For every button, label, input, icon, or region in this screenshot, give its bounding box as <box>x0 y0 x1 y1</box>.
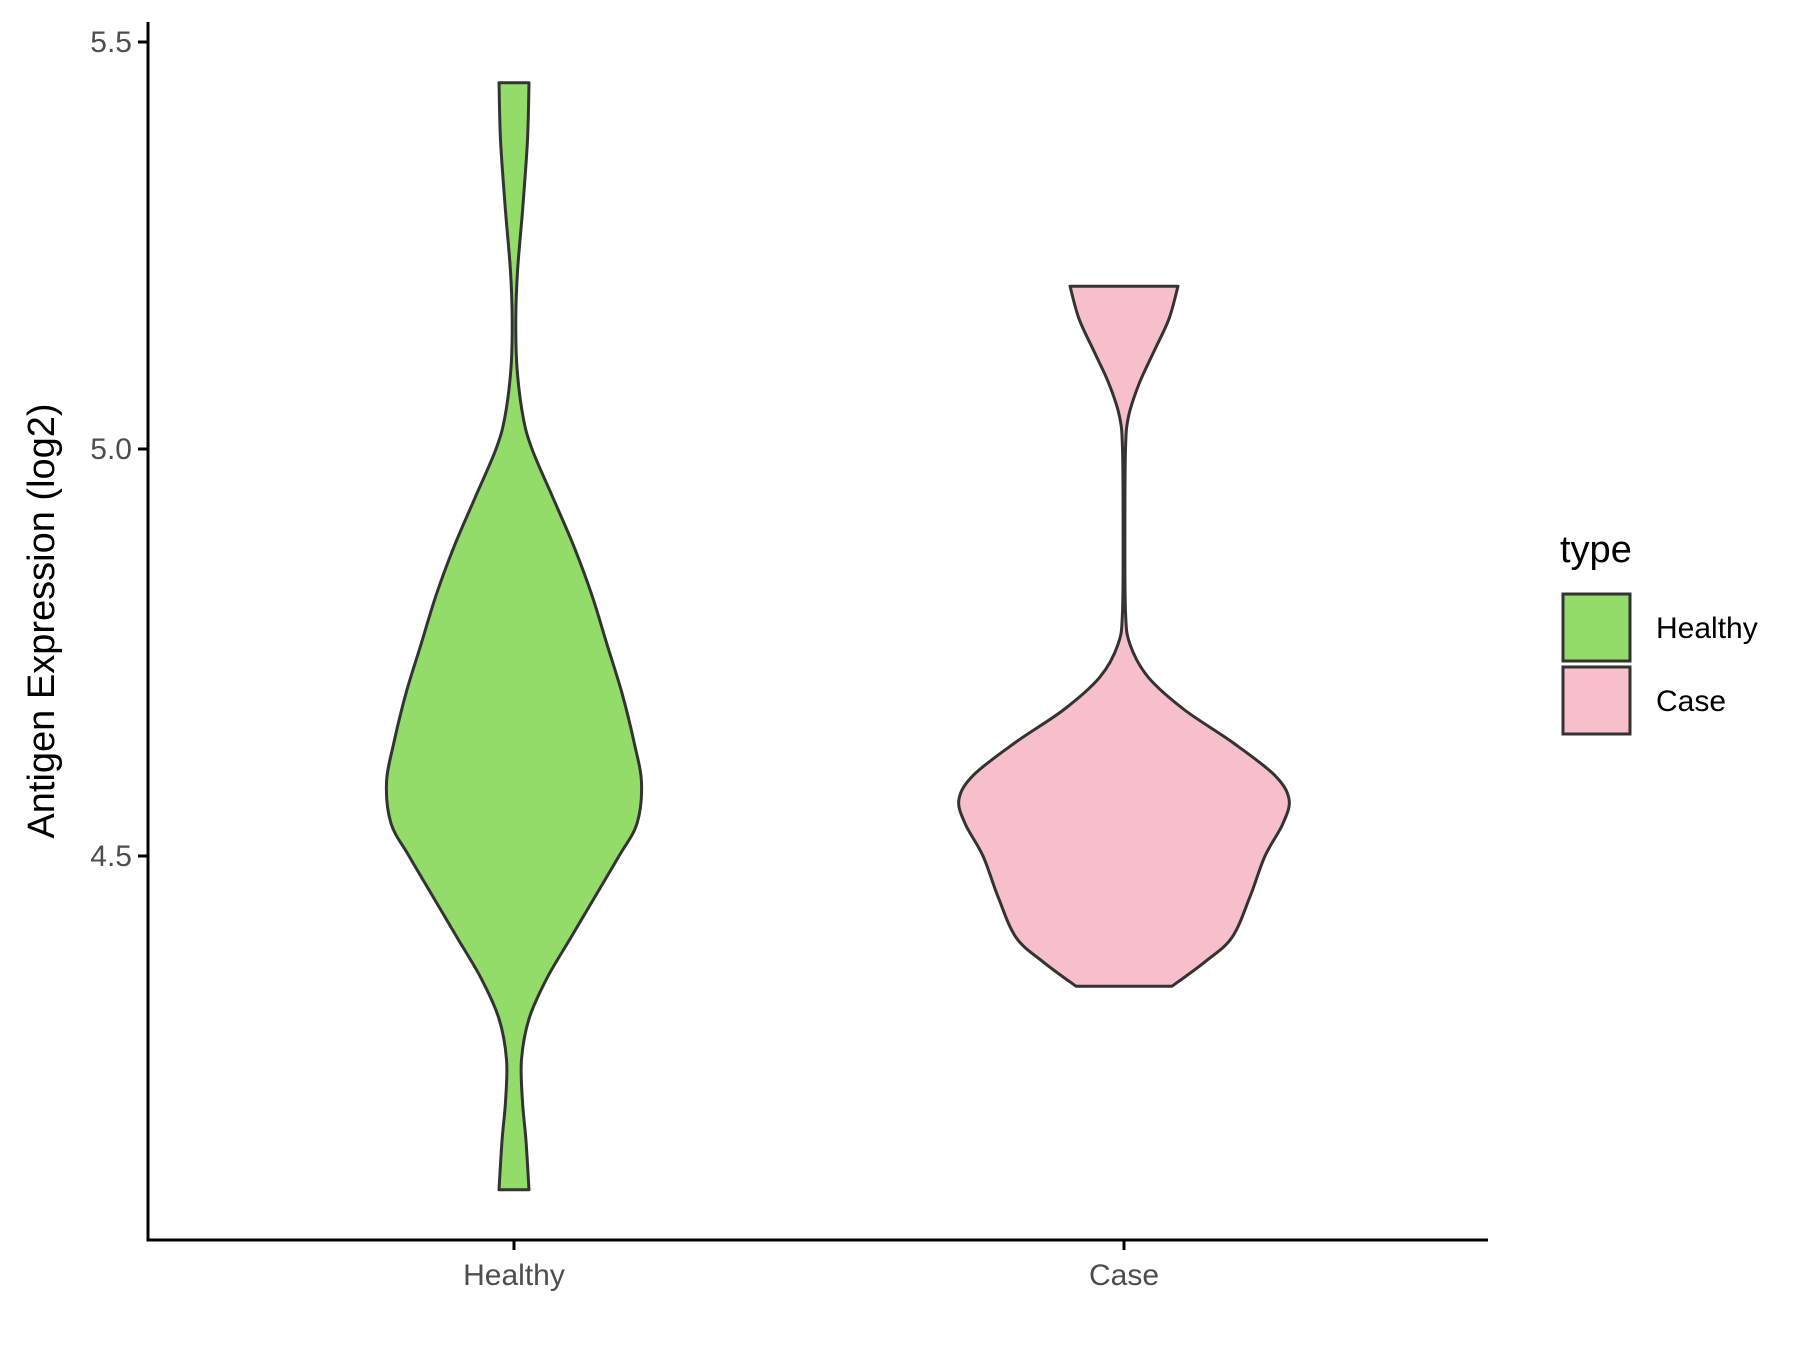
x-tick-label: Healthy <box>463 1259 565 1292</box>
legend-swatch-healthy <box>1561 592 1632 663</box>
x-tick-label: Case <box>1089 1259 1159 1292</box>
x-ticks: Healthy Case <box>463 1240 1159 1292</box>
legend-label-case: Case <box>1656 685 1726 718</box>
legend-title: type <box>1560 529 1632 571</box>
y-tick-label: 4.5 <box>90 840 132 873</box>
y-tick-label: 5.5 <box>90 26 132 59</box>
y-axis-title: Antigen Expression (log2) <box>21 403 63 838</box>
y-ticks: 4.5 5.0 5.5 <box>90 26 148 873</box>
legend-label-healthy: Healthy <box>1656 612 1758 645</box>
legend-entries: Healthy Case <box>1561 592 1758 736</box>
legend-swatch-case <box>1561 665 1632 736</box>
axes-layer <box>146 22 1488 1242</box>
violin-case <box>957 284 1291 988</box>
violin-healthy <box>384 81 644 1192</box>
y-tick-label: 5.0 <box>90 433 132 466</box>
legend: type Healthy Case <box>1560 529 1758 736</box>
violin-layer <box>384 81 1291 1192</box>
